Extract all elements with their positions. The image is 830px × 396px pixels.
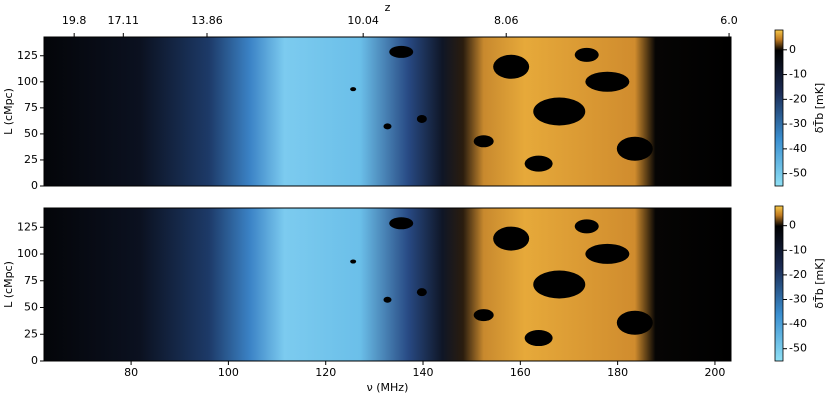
colorbar	[774, 29, 784, 187]
dark-region	[383, 123, 392, 130]
dark-region	[524, 330, 553, 347]
y-tick-label: 25	[24, 327, 38, 340]
y-tick-label: 125	[17, 49, 38, 62]
y-tick-label: 50	[24, 127, 38, 140]
x2-tick-label: 10.04	[347, 14, 379, 27]
dark-region	[416, 288, 427, 297]
y-tick-label: 75	[24, 274, 38, 287]
x2-tick-label: 8.06	[494, 14, 519, 27]
colorbar-tick-label: 0	[789, 219, 796, 232]
dark-region	[389, 45, 414, 58]
y-axis-label: L (cMpc)	[2, 261, 15, 308]
dark-region	[533, 270, 586, 299]
y-tick-label: 100	[17, 247, 38, 260]
x-tick-label: 120	[315, 366, 336, 379]
dark-region	[350, 87, 357, 92]
x-tick-label: 160	[510, 366, 531, 379]
dark-region	[493, 54, 530, 79]
colorbar-label: δT̄b [mK]	[813, 258, 826, 308]
dark-region	[383, 296, 392, 303]
dark-region	[574, 219, 599, 234]
colorbar-tick-label: -10	[789, 68, 807, 81]
x-tick-label: 140	[413, 366, 434, 379]
colorbar-tick-label: -40	[789, 142, 807, 155]
dark-region	[473, 135, 494, 148]
colorbar-tick-label: 0	[789, 43, 796, 56]
colorbar-tick-label: -50	[789, 167, 807, 180]
colorbar	[774, 205, 784, 362]
colorbar-tick-label: -40	[789, 317, 807, 330]
y-tick-label: 75	[24, 101, 38, 114]
y-tick-label: 0	[31, 179, 38, 192]
colorbar-label: δT̄b [mK]	[813, 83, 826, 133]
colorbar-tick-label: -20	[789, 268, 807, 281]
colorbar-tick-label: -20	[789, 92, 807, 105]
dark-region	[389, 217, 414, 230]
x2-tick-label: 13.86	[191, 14, 223, 27]
dark-region	[416, 114, 427, 123]
dark-region	[616, 310, 653, 335]
y-tick-label: 0	[31, 354, 38, 367]
colorbar-tick-label: -10	[789, 243, 807, 256]
x2-tick-label: 19.8	[62, 14, 87, 27]
dark-region	[493, 226, 530, 251]
x2-axis-label: z	[385, 1, 391, 14]
dark-region	[585, 243, 630, 264]
heatmap-field	[44, 37, 731, 186]
dark-region	[574, 47, 599, 62]
x-tick-label: 180	[607, 366, 628, 379]
heatmap-field	[44, 208, 731, 361]
plot-frame	[43, 36, 732, 187]
colorbar-tick-label: -30	[789, 292, 807, 305]
y-tick-label: 50	[24, 301, 38, 314]
y-axis-label: L (cMpc)	[2, 88, 15, 135]
dark-region	[585, 71, 630, 92]
y-tick-label: 125	[17, 220, 38, 233]
dark-region	[473, 309, 494, 322]
dark-region	[533, 97, 586, 126]
x-tick-label: 200	[704, 366, 725, 379]
colorbar-tick-label: -30	[789, 117, 807, 130]
dark-region	[616, 136, 653, 161]
y-tick-label: 100	[17, 75, 38, 88]
colorbar-tick-label: -50	[789, 342, 807, 355]
x-axis-label: ν (MHz)	[367, 381, 409, 394]
x2-tick-label: 6.0	[720, 14, 738, 27]
dark-region	[350, 259, 357, 264]
y-tick-label: 25	[24, 153, 38, 166]
x-tick-label: 100	[218, 366, 239, 379]
plot-frame	[43, 207, 732, 362]
x2-tick-label: 17.11	[108, 14, 140, 27]
x-tick-label: 80	[124, 366, 138, 379]
dark-region	[524, 155, 553, 172]
